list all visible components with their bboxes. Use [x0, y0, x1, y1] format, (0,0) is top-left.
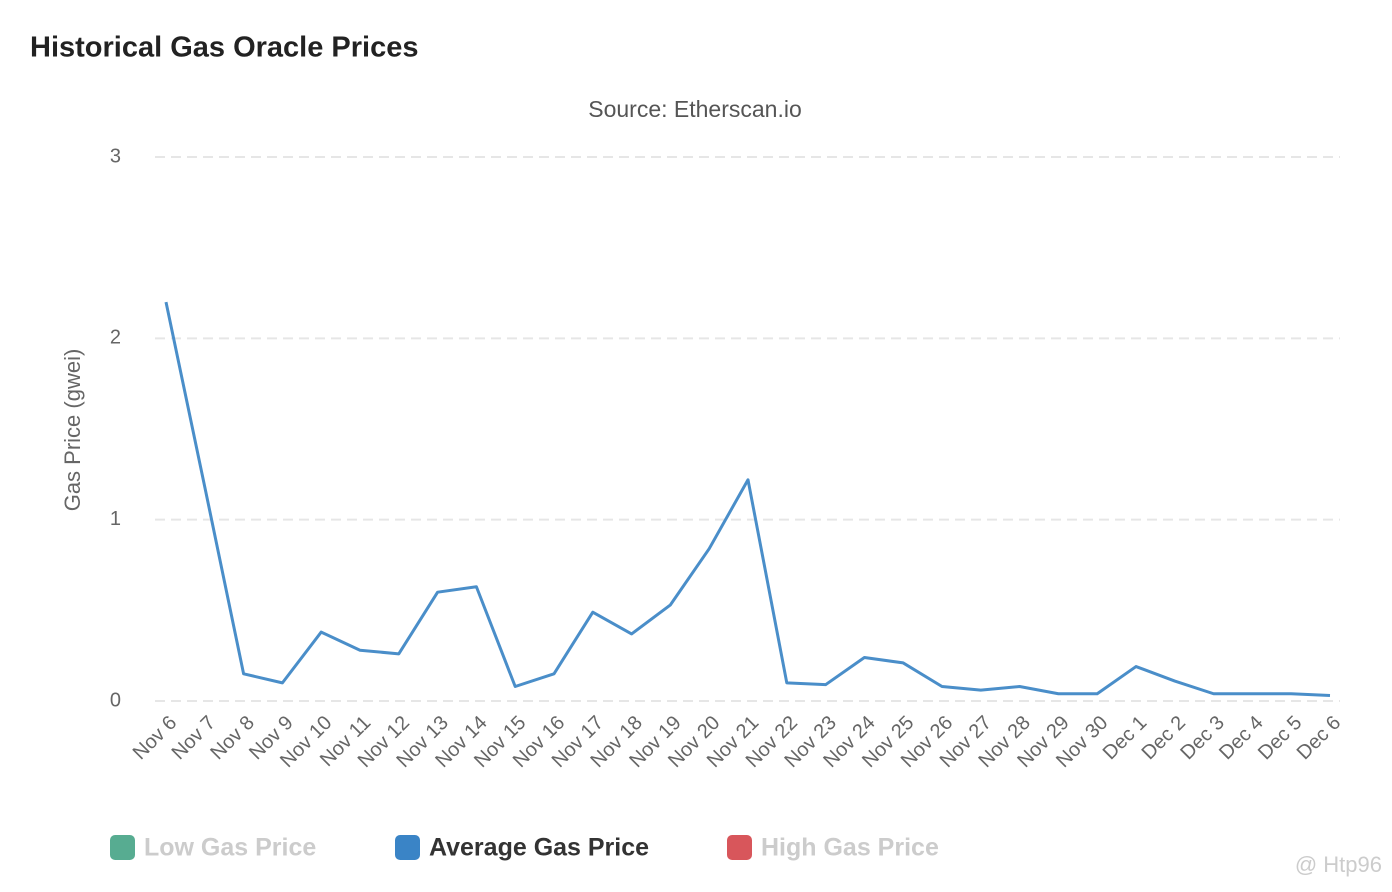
x-tick-label: Dec 6 [1293, 712, 1346, 765]
legend-label: High Gas Price [761, 834, 939, 862]
x-tick-label: Dec 5 [1254, 712, 1307, 765]
x-tick-label: Dec 3 [1176, 712, 1229, 765]
x-tick-label: Dec 4 [1215, 712, 1268, 765]
watermark: @ Htp96 [1295, 852, 1382, 877]
legend-swatch [395, 835, 420, 860]
y-tick-label: 2 [110, 327, 121, 349]
legend-item[interactable]: High Gas Price [727, 834, 939, 862]
legend-swatch [110, 835, 135, 860]
x-tick-label: Nov 8 [206, 712, 259, 765]
x-tick-label: Nov 6 [129, 712, 182, 765]
data-line [164, 301, 1331, 698]
legend-item[interactable]: Low Gas Price [110, 834, 316, 862]
legend-item[interactable]: Average Gas Price [395, 834, 649, 862]
y-axis-label: Gas Price (gwei) [60, 349, 85, 512]
x-tick-label: Nov 7 [168, 712, 221, 765]
legend-label: Low Gas Price [144, 834, 316, 862]
chart-subtitle: Source: Etherscan.io [588, 96, 802, 122]
legend-label: Average Gas Price [429, 834, 649, 862]
x-tick-label: Dec 2 [1138, 712, 1191, 765]
chart-title: Historical Gas Oracle Prices [30, 32, 419, 64]
y-tick-label: 1 [110, 508, 121, 530]
y-tick-label: 3 [110, 145, 121, 167]
x-tick-label: Dec 1 [1099, 712, 1152, 765]
y-tick-label: 0 [110, 689, 121, 711]
legend-swatch [727, 835, 752, 860]
